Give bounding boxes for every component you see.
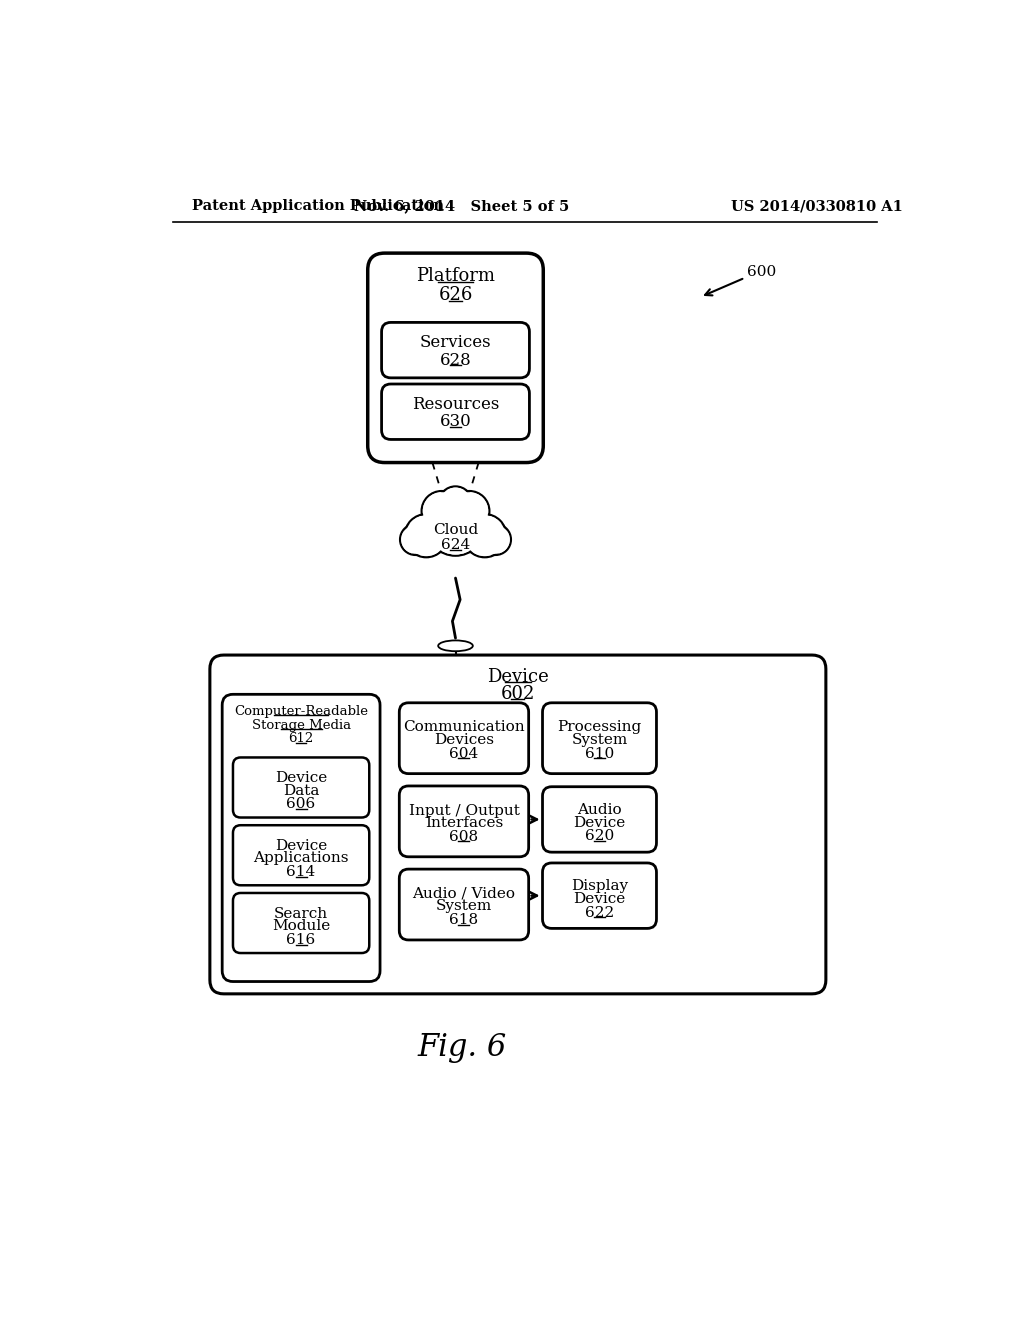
Circle shape <box>401 525 430 554</box>
FancyBboxPatch shape <box>233 758 370 817</box>
FancyBboxPatch shape <box>399 785 528 857</box>
Text: Resources: Resources <box>412 396 499 413</box>
FancyBboxPatch shape <box>210 655 826 994</box>
Text: 626: 626 <box>438 286 473 305</box>
Text: Platform: Platform <box>416 267 495 285</box>
FancyBboxPatch shape <box>222 694 380 982</box>
Circle shape <box>422 491 462 531</box>
Circle shape <box>463 515 506 557</box>
Text: US 2014/0330810 A1: US 2014/0330810 A1 <box>731 199 903 213</box>
Text: Audio: Audio <box>578 803 622 817</box>
Text: 620: 620 <box>585 829 614 843</box>
Text: 606: 606 <box>287 797 315 812</box>
Text: 602: 602 <box>501 685 536 702</box>
Circle shape <box>404 515 447 557</box>
Text: 618: 618 <box>450 913 478 927</box>
Text: Devices: Devices <box>434 733 494 747</box>
FancyBboxPatch shape <box>382 322 529 378</box>
Circle shape <box>451 492 488 529</box>
FancyBboxPatch shape <box>399 702 528 774</box>
Text: 612: 612 <box>289 733 313 746</box>
Circle shape <box>426 498 484 556</box>
Circle shape <box>400 524 431 554</box>
Text: System: System <box>436 899 493 913</box>
Circle shape <box>423 492 461 529</box>
FancyBboxPatch shape <box>368 253 544 462</box>
Text: Device: Device <box>275 840 328 853</box>
Text: 624: 624 <box>441 539 470 552</box>
Circle shape <box>481 525 510 554</box>
Text: 616: 616 <box>287 933 315 946</box>
Circle shape <box>480 524 511 554</box>
Text: Interfaces: Interfaces <box>425 816 503 830</box>
Text: 600: 600 <box>746 265 776 280</box>
Text: Device: Device <box>573 892 626 906</box>
Text: Patent Application Publication: Patent Application Publication <box>193 199 444 213</box>
Circle shape <box>439 487 471 519</box>
Text: Computer-Readable: Computer-Readable <box>234 705 368 718</box>
FancyBboxPatch shape <box>399 869 528 940</box>
Circle shape <box>450 491 489 531</box>
Text: Processing: Processing <box>557 721 642 734</box>
Text: Display: Display <box>571 879 628 894</box>
Text: Search: Search <box>274 907 328 921</box>
Text: 630: 630 <box>439 413 471 430</box>
Ellipse shape <box>438 640 473 651</box>
Text: Module: Module <box>272 919 330 933</box>
FancyBboxPatch shape <box>543 863 656 928</box>
FancyBboxPatch shape <box>233 825 370 886</box>
Text: 622: 622 <box>585 906 614 920</box>
Circle shape <box>427 499 483 554</box>
FancyBboxPatch shape <box>543 787 656 853</box>
Text: Audio / Video: Audio / Video <box>413 887 515 900</box>
Text: Fig. 6: Fig. 6 <box>417 1032 506 1063</box>
FancyBboxPatch shape <box>382 384 529 440</box>
Text: 604: 604 <box>450 747 478 760</box>
Text: Data: Data <box>283 784 319 797</box>
Text: Communication: Communication <box>403 721 524 734</box>
Text: Device: Device <box>275 771 328 785</box>
Text: Input / Output: Input / Output <box>409 804 519 817</box>
Text: Device: Device <box>487 668 549 685</box>
Text: Nov. 6, 2014   Sheet 5 of 5: Nov. 6, 2014 Sheet 5 of 5 <box>354 199 569 213</box>
Text: 614: 614 <box>287 865 315 879</box>
Text: 610: 610 <box>585 747 614 760</box>
Text: System: System <box>571 733 628 747</box>
Circle shape <box>464 515 505 556</box>
Text: Services: Services <box>420 334 492 351</box>
FancyBboxPatch shape <box>543 702 656 774</box>
Text: 608: 608 <box>450 830 478 843</box>
Text: Storage Media: Storage Media <box>252 718 350 731</box>
Circle shape <box>438 487 472 520</box>
FancyBboxPatch shape <box>233 892 370 953</box>
Text: Applications: Applications <box>253 851 349 866</box>
Circle shape <box>406 515 446 556</box>
Text: Cloud: Cloud <box>433 523 478 536</box>
Text: Device: Device <box>573 816 626 829</box>
Text: 628: 628 <box>439 351 471 368</box>
